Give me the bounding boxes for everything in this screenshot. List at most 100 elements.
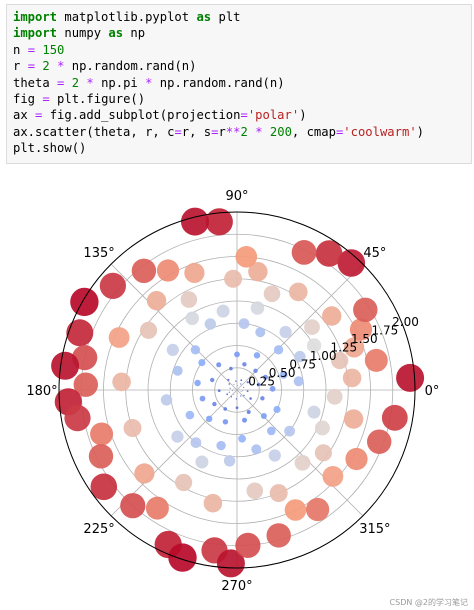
scatter-point <box>229 366 233 371</box>
scatter-point <box>306 338 322 353</box>
scatter-point <box>249 397 252 400</box>
angular-gridline <box>110 263 238 391</box>
scatter-point <box>168 543 197 572</box>
scatter-point <box>242 417 247 423</box>
scatter-point <box>88 444 114 469</box>
code-token: fig <box>13 91 43 106</box>
scatter-point <box>194 379 201 387</box>
code-token: = <box>174 124 182 139</box>
code-line: import matplotlib.pyplot as plt <box>13 9 471 25</box>
scatter-point <box>70 287 99 317</box>
code-token: np.pi <box>93 75 146 90</box>
scatter-point <box>112 372 131 392</box>
scatter-point <box>246 482 264 500</box>
scatter-point <box>90 473 118 501</box>
angular-gridline <box>236 263 364 391</box>
code-token: = <box>57 75 65 90</box>
code-line: r = 2 * np.random.rand(n) <box>13 58 471 74</box>
angle-tick-label: 135° <box>83 246 114 261</box>
code-token: 2 <box>71 75 80 90</box>
scatter-point <box>227 378 230 381</box>
code-token: r, s <box>181 124 212 139</box>
code-line: ax.scatter(theta, r, c=r, s=r**2 * 200, … <box>13 124 471 140</box>
scatter-point <box>246 390 249 392</box>
scatter-point <box>284 499 307 521</box>
scatter-point <box>206 415 213 422</box>
code-token: 150 <box>42 42 65 57</box>
scatter-point <box>171 430 184 443</box>
scatter-point <box>185 311 199 326</box>
scatter-point <box>246 381 249 384</box>
scatter-point <box>267 426 276 436</box>
code-token: r <box>13 59 28 74</box>
scatter-point <box>344 337 365 358</box>
radial-tick-label: 1.50 <box>351 332 378 346</box>
scatter-point <box>131 258 157 283</box>
scatter-point <box>279 325 292 339</box>
code-token: ax.scatter(theta, r, c <box>13 124 175 139</box>
angular-gridline <box>236 389 364 517</box>
polar-scatter-chart: 0° 45° 90° 135° 180° 225° 270° 315° 0.250.500.75… <box>26 189 439 594</box>
code-token: 200 <box>269 124 292 139</box>
scatter-point <box>233 393 235 395</box>
output-plot: 0° 45° 90° 135° 180° 225° 270° 315° 0.25 0.50 0.75… <box>0 170 474 595</box>
code-token: = <box>42 91 50 106</box>
code-line: import numpy as np <box>13 25 471 41</box>
code-token: r <box>218 124 226 139</box>
scatter-point <box>166 343 179 356</box>
scatter-point <box>304 319 320 335</box>
scatter-point <box>326 388 343 405</box>
scatter-point <box>367 429 392 454</box>
scatter-point <box>237 393 238 394</box>
scatter-point <box>238 434 247 443</box>
scatter-point <box>216 549 245 578</box>
scatter-point <box>251 444 262 455</box>
scatter-point <box>108 327 130 348</box>
scatter-point <box>331 352 349 370</box>
code-cell[interactable]: import matplotlib.pyplot as plt import nu… <box>6 4 472 164</box>
angle-tick-label: 270° <box>221 579 252 594</box>
code-token: ) <box>299 108 307 123</box>
scatter-point <box>228 391 230 393</box>
scatter-point <box>185 410 195 420</box>
code-token: = <box>27 42 36 57</box>
scatter-point <box>51 351 80 380</box>
scatter-point <box>180 291 198 308</box>
scatter-point <box>232 390 234 392</box>
scatter-point <box>224 269 243 288</box>
angle-tick-label: 315° <box>359 522 390 537</box>
scatter-point <box>243 386 245 388</box>
scatter-point <box>342 368 362 388</box>
scatter-point <box>306 497 330 522</box>
code-token <box>263 125 270 139</box>
scatter-point <box>190 345 201 355</box>
scatter-point <box>66 319 94 347</box>
scatter-point <box>284 425 295 437</box>
scatter-point <box>266 523 291 548</box>
scatter-point <box>199 395 206 402</box>
code-token: 'polar' <box>247 108 300 123</box>
code-token <box>50 59 57 73</box>
scatter-point <box>156 259 180 282</box>
scatter-point <box>260 396 265 401</box>
scatter-point <box>353 297 378 322</box>
scatter-point <box>294 454 311 471</box>
scatter-point <box>172 365 183 376</box>
scatter-point <box>343 409 364 429</box>
scatter-point <box>237 385 239 386</box>
code-token: 2 <box>240 124 248 139</box>
code-line: theta = 2 * np.pi * np.random.rand(n) <box>13 75 471 91</box>
scatter-point <box>322 306 342 326</box>
scatter-point <box>250 301 265 315</box>
code-token: plt.figure() <box>49 91 146 106</box>
scatter-point <box>268 449 281 462</box>
code-token: ** <box>225 124 241 139</box>
code-line: fig = plt.figure() <box>13 91 471 107</box>
code-token: , cmap <box>291 124 336 139</box>
code-token: np <box>123 26 146 41</box>
code-token: matplotlib.pyplot <box>57 10 197 24</box>
code-token: * <box>86 75 94 90</box>
code-editor[interactable]: import matplotlib.pyplot as plt import nu… <box>13 9 471 157</box>
scatter-point <box>203 493 223 513</box>
code-token: np.random.rand(n) <box>152 75 285 90</box>
